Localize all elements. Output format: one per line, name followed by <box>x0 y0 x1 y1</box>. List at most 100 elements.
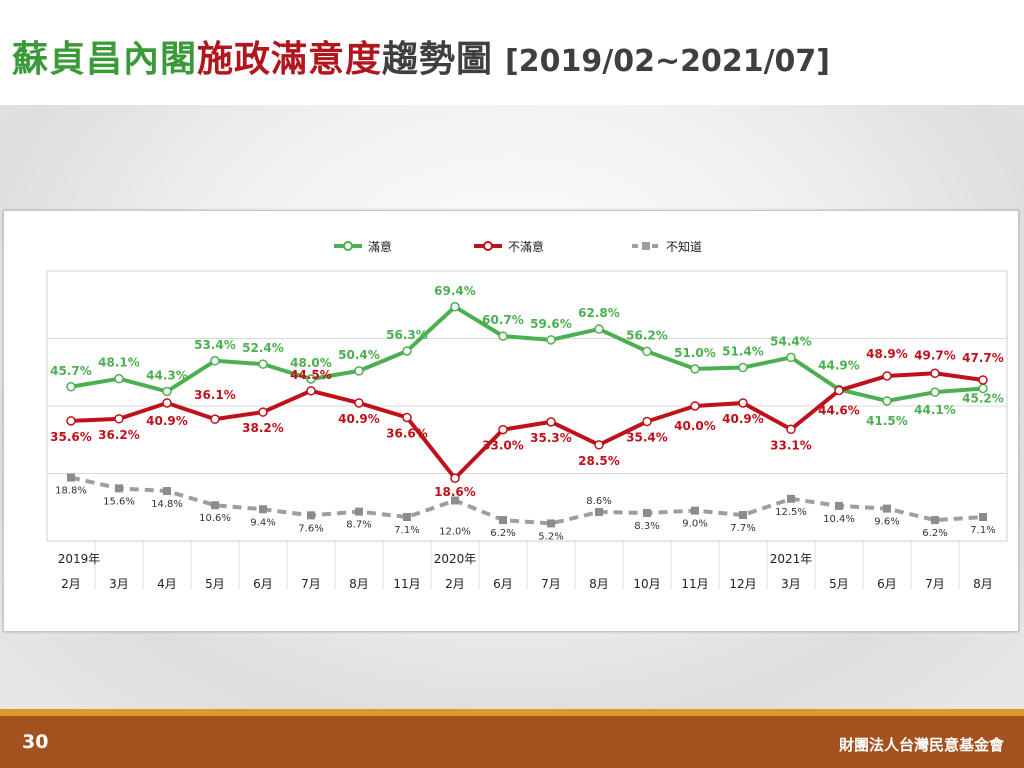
data-label: 8.3% <box>634 521 659 532</box>
x-tick-label: 8月 <box>349 577 369 591</box>
data-point <box>451 496 459 505</box>
data-point <box>642 346 652 357</box>
data-point <box>67 473 75 482</box>
data-point <box>258 407 268 417</box>
data-point <box>930 387 940 397</box>
data-label: 36.2% <box>98 428 140 442</box>
data-label: 52.4% <box>242 341 284 355</box>
data-label: 44.9% <box>818 358 860 372</box>
footer-bar <box>0 716 1024 768</box>
data-label: 7.7% <box>730 523 755 534</box>
data-label: 9.0% <box>682 519 707 530</box>
title-part-trend: 趨勢圖 <box>382 39 494 80</box>
data-label: 7.1% <box>394 525 419 536</box>
data-label: 62.8% <box>578 306 620 320</box>
legend-label-0: 滿意 <box>368 239 392 254</box>
x-tick-label: 7月 <box>925 577 945 591</box>
x-tick-label: 2月 <box>61 577 81 591</box>
x-tick-label: 7月 <box>541 577 561 591</box>
data-point <box>498 331 508 341</box>
data-label: 33.0% <box>482 439 524 453</box>
data-label: 47.7% <box>962 351 1004 365</box>
data-point <box>882 371 892 381</box>
data-label: 41.5% <box>866 414 908 428</box>
data-label: 35.4% <box>626 431 668 445</box>
data-point <box>402 346 412 356</box>
data-point <box>979 513 987 522</box>
data-label: 48.1% <box>98 356 140 370</box>
data-point <box>786 352 796 363</box>
title-part-cabinet: 蘇貞昌內閣 <box>12 39 198 80</box>
data-point <box>642 416 652 427</box>
data-point <box>66 416 76 426</box>
data-label: 48.0% <box>290 356 332 370</box>
series-line-0 <box>70 304 984 403</box>
chart-frame: 滿意 不滿意 不知道 45.7% 48.1% 44.3% 53.4% 52.4% 48.0% 50… <box>3 210 1019 632</box>
data-label: 44.5% <box>290 368 332 382</box>
data-point <box>787 494 795 503</box>
year-label: 2019年 <box>58 552 101 566</box>
data-point <box>594 440 604 450</box>
data-label: 9.4% <box>250 517 275 528</box>
data-point <box>786 424 796 435</box>
data-point <box>930 368 940 379</box>
data-point <box>738 398 748 408</box>
data-label: 44.6% <box>818 403 860 417</box>
data-label: 45.2% <box>962 391 1004 405</box>
data-point <box>162 398 172 408</box>
footer-accent-line <box>0 709 1024 716</box>
legend-label-1: 不滿意 <box>508 239 544 254</box>
data-point <box>450 473 460 483</box>
data-point <box>594 324 604 334</box>
x-tick-label: 7月 <box>301 577 321 591</box>
data-label: 48.9% <box>866 347 908 361</box>
data-label: 56.3% <box>386 328 428 342</box>
series-line-1 <box>70 371 984 481</box>
data-label: 6.2% <box>922 528 947 539</box>
data-label: 8.6% <box>586 496 611 507</box>
data-label: 5.2% <box>538 531 563 542</box>
line-chart: 滿意 不滿意 不知道 45.7% 48.1% 44.3% 53.4% 52.4% 48.0% 50… <box>46 239 1008 591</box>
data-label: 12.5% <box>775 507 807 518</box>
data-label: 49.7% <box>914 348 956 362</box>
data-label: 54.4% <box>770 334 812 348</box>
data-point <box>162 386 172 397</box>
x-tick-label: 11月 <box>681 577 708 591</box>
page-title: 蘇貞昌內閣施政滿意度趨勢圖 [2019/02~2021/07] <box>12 30 830 82</box>
page-number: 30 <box>22 731 49 753</box>
data-label: 50.4% <box>338 348 380 362</box>
data-label: 51.0% <box>674 346 716 360</box>
data-label: 33.1% <box>770 438 812 452</box>
data-label: 36.1% <box>194 388 236 402</box>
data-point <box>690 401 700 411</box>
data-label: 44.1% <box>914 403 956 417</box>
data-point <box>546 417 556 427</box>
title-date-range: [2019/02~2021/07] <box>505 44 831 79</box>
x-tick-label: 11月 <box>393 577 420 591</box>
data-point <box>258 359 268 369</box>
x-tick-label: 10月 <box>633 577 660 591</box>
x-tick-label: 3月 <box>109 577 129 591</box>
data-point <box>402 412 412 423</box>
legend-label-2: 不知道 <box>666 240 702 254</box>
data-point <box>114 373 124 384</box>
data-point <box>354 366 364 376</box>
x-tick-label: 3月 <box>781 577 801 591</box>
x-tick-label: 8月 <box>973 577 993 591</box>
data-point <box>210 356 220 366</box>
data-point <box>163 487 171 496</box>
data-point <box>498 424 508 435</box>
data-point <box>450 302 460 312</box>
data-label: 18.6% <box>434 485 476 499</box>
x-tick-label: 12月 <box>729 577 756 591</box>
data-label: 51.4% <box>722 345 764 359</box>
data-label: 38.2% <box>242 421 284 435</box>
data-point <box>882 396 892 406</box>
data-point <box>643 508 651 517</box>
data-point <box>883 504 891 513</box>
organization-name: 財團法人台灣民意基金會 <box>838 736 1004 754</box>
x-tick-label: 5月 <box>829 577 849 591</box>
data-label: 40.9% <box>146 414 188 428</box>
data-point <box>114 414 124 424</box>
title-part-satisfaction: 施政滿意度 <box>197 39 383 80</box>
